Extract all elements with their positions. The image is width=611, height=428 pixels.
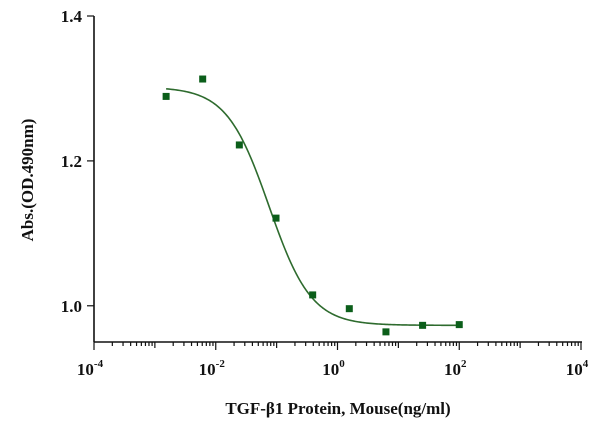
data-point xyxy=(199,75,207,83)
x-tick-label: 10-4 xyxy=(77,358,104,379)
x-tick-label: 100 xyxy=(322,358,345,379)
x-tick-labels: 10-4 10-2 100 102 104 xyxy=(77,358,589,379)
x-tick-label: 102 xyxy=(444,358,467,379)
x-tick-exponent: 4 xyxy=(583,358,589,370)
axes xyxy=(87,15,582,350)
data-points xyxy=(162,75,463,336)
x-tick-base: 10 xyxy=(77,360,94,379)
data-point xyxy=(419,321,427,329)
x-tick-base: 10 xyxy=(322,360,339,379)
data-point xyxy=(455,321,463,329)
data-point xyxy=(162,92,170,100)
x-tick-exponent: -4 xyxy=(94,358,104,370)
y-tick-label: 1.2 xyxy=(61,152,82,171)
y-tick-labels: 1.0 1.2 1.4 xyxy=(61,7,83,316)
fit-curve xyxy=(166,88,460,327)
x-tick-label: 10-2 xyxy=(199,358,226,379)
data-point xyxy=(309,291,317,299)
data-point xyxy=(272,214,280,222)
x-tick-base: 10 xyxy=(444,360,461,379)
data-point xyxy=(382,328,390,336)
y-tick-label: 1.4 xyxy=(61,7,83,26)
data-point xyxy=(235,141,243,149)
x-tick-exponent: -2 xyxy=(216,358,226,370)
x-axis-title: TGF-β1 Protein, Mouse(ng/ml) xyxy=(225,399,450,418)
y-tick-label: 1.0 xyxy=(61,297,82,316)
x-tick-exponent: 0 xyxy=(339,358,345,370)
x-tick-base: 10 xyxy=(566,360,583,379)
y-axis-title: Abs.(OD.490nm) xyxy=(18,119,37,242)
x-tick-exponent: 2 xyxy=(461,358,467,370)
data-point xyxy=(345,305,353,313)
x-tick-base: 10 xyxy=(199,360,216,379)
x-tick-label: 104 xyxy=(566,358,589,379)
